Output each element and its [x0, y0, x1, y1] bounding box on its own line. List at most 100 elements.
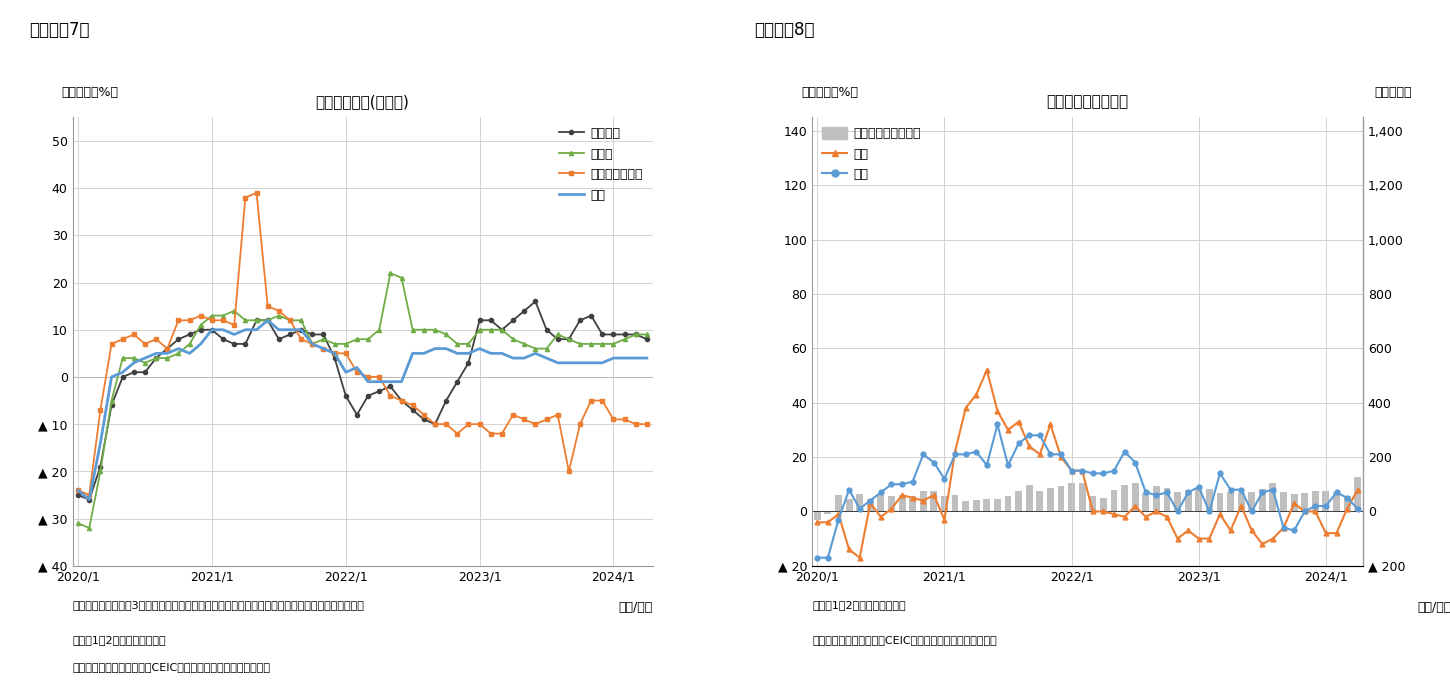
Bar — [963, 501, 969, 511]
Line: 製造業: 製造業 — [75, 271, 650, 530]
製造業 — [638, 331, 655, 339]
輸出 — [1317, 502, 1334, 510]
Bar — [1079, 483, 1086, 511]
Title: 固定資産投資(業種別): 固定資産投資(業種別) — [316, 95, 409, 109]
インフラ — [81, 495, 99, 504]
全体 — [260, 316, 277, 324]
インフラ — [281, 331, 299, 339]
全体 — [81, 495, 99, 504]
輸入 — [861, 499, 879, 507]
輸入 — [1116, 513, 1134, 521]
Bar — [1089, 497, 1096, 511]
Bar — [857, 494, 863, 511]
製造業 — [381, 269, 399, 277]
輸出 — [1348, 504, 1366, 513]
Bar — [1101, 498, 1106, 511]
Bar — [1354, 477, 1362, 511]
Text: （注）インフラは、3業種（ユーティリティ、交通運輸・倉庫・郵政、水利・環境・公共施設）の: （注）インフラは、3業種（ユーティリティ、交通運輸・倉庫・郵政、水利・環境・公共… — [72, 600, 364, 610]
全体 — [125, 359, 142, 367]
輸入 — [1348, 486, 1366, 494]
Bar — [1344, 495, 1350, 511]
Bar — [835, 495, 842, 511]
製造業 — [281, 316, 299, 324]
Bar — [1270, 484, 1276, 511]
輸出 — [1073, 466, 1090, 475]
Bar — [1217, 493, 1224, 511]
Bar — [951, 495, 958, 511]
製造業 — [348, 335, 365, 344]
Line: 輸出: 輸出 — [815, 422, 1360, 560]
Bar — [1037, 491, 1043, 511]
輸入 — [851, 553, 869, 562]
不動産開発投資 — [293, 335, 310, 344]
Bar — [1025, 485, 1032, 511]
Bar — [919, 491, 927, 511]
輸出 — [1148, 491, 1166, 500]
Legend: 貿易収支（右目盛）, 輸入, 輸出: 貿易収支（右目盛）, 輸入, 輸出 — [818, 124, 925, 185]
インフラ — [526, 297, 544, 306]
Bar — [1185, 490, 1192, 511]
インフラ — [448, 377, 465, 386]
インフラ — [70, 491, 87, 499]
Bar — [1143, 493, 1150, 511]
インフラ — [125, 368, 142, 376]
Bar — [899, 495, 905, 511]
不動産開発投資 — [460, 420, 477, 428]
輸出 — [1009, 440, 1027, 448]
輸入 — [1085, 507, 1102, 515]
Bar — [1015, 491, 1022, 511]
全体 — [293, 326, 310, 334]
インフラ — [381, 382, 399, 391]
全体 — [393, 377, 410, 386]
Bar — [1195, 489, 1202, 511]
Text: （資料）中国海関総署、CEICよりニッセイ基礎研究所作成: （資料）中国海関総署、CEICよりニッセイ基礎研究所作成 — [812, 635, 996, 644]
輸入 — [979, 366, 996, 374]
Bar — [1121, 485, 1128, 511]
Bar — [1238, 493, 1244, 511]
Line: 輸入: 輸入 — [815, 368, 1360, 560]
全体 — [638, 354, 655, 362]
輸入 — [1179, 526, 1196, 535]
Text: （年/月）: （年/月） — [618, 601, 652, 613]
輸入 — [1159, 513, 1176, 521]
Bar — [1174, 493, 1180, 511]
Bar — [813, 511, 821, 520]
Bar — [1057, 486, 1064, 511]
製造業 — [125, 354, 142, 362]
Legend: インフラ, 製造業, 不動産開発投資, 全体: インフラ, 製造業, 不動産開発投資, 全体 — [555, 124, 647, 206]
製造業 — [70, 519, 87, 527]
Bar — [1312, 491, 1318, 511]
Bar — [1227, 493, 1234, 511]
Text: （億ドル）: （億ドル） — [1375, 86, 1411, 99]
Bar — [1259, 489, 1266, 511]
Bar — [1069, 483, 1074, 511]
Bar — [941, 495, 948, 511]
Bar — [845, 499, 853, 511]
インフラ — [638, 335, 655, 344]
Bar — [1280, 492, 1288, 511]
Bar — [931, 491, 937, 511]
輸出 — [1169, 507, 1186, 515]
Text: （資料）中国国家統計局、CEICより、ニッセイ基礎研究所作成: （資料）中国国家統計局、CEICより、ニッセイ基礎研究所作成 — [72, 662, 271, 672]
Bar — [1206, 489, 1212, 511]
製造業 — [460, 339, 477, 348]
Bar — [825, 511, 831, 514]
Bar — [1047, 489, 1054, 511]
Text: （前年比、%）: （前年比、%） — [800, 86, 858, 99]
Text: （図表－7）: （図表－7） — [29, 21, 90, 39]
不動産開発投資 — [638, 420, 655, 428]
輸入 — [1021, 442, 1038, 451]
不動産開発投資 — [360, 373, 377, 381]
Bar — [1163, 489, 1170, 511]
不動産開発投資 — [393, 397, 410, 405]
Bar — [1005, 496, 1012, 511]
Bar — [995, 499, 1000, 511]
Bar — [1132, 483, 1138, 511]
Bar — [1248, 493, 1256, 511]
インフラ — [426, 420, 444, 428]
不動産開発投資 — [248, 188, 265, 197]
Text: 合計。1・2月は年初来累計。: 合計。1・2月は年初来累計。 — [72, 635, 167, 644]
輸出 — [809, 553, 826, 562]
Bar — [983, 499, 990, 511]
Bar — [877, 495, 884, 511]
